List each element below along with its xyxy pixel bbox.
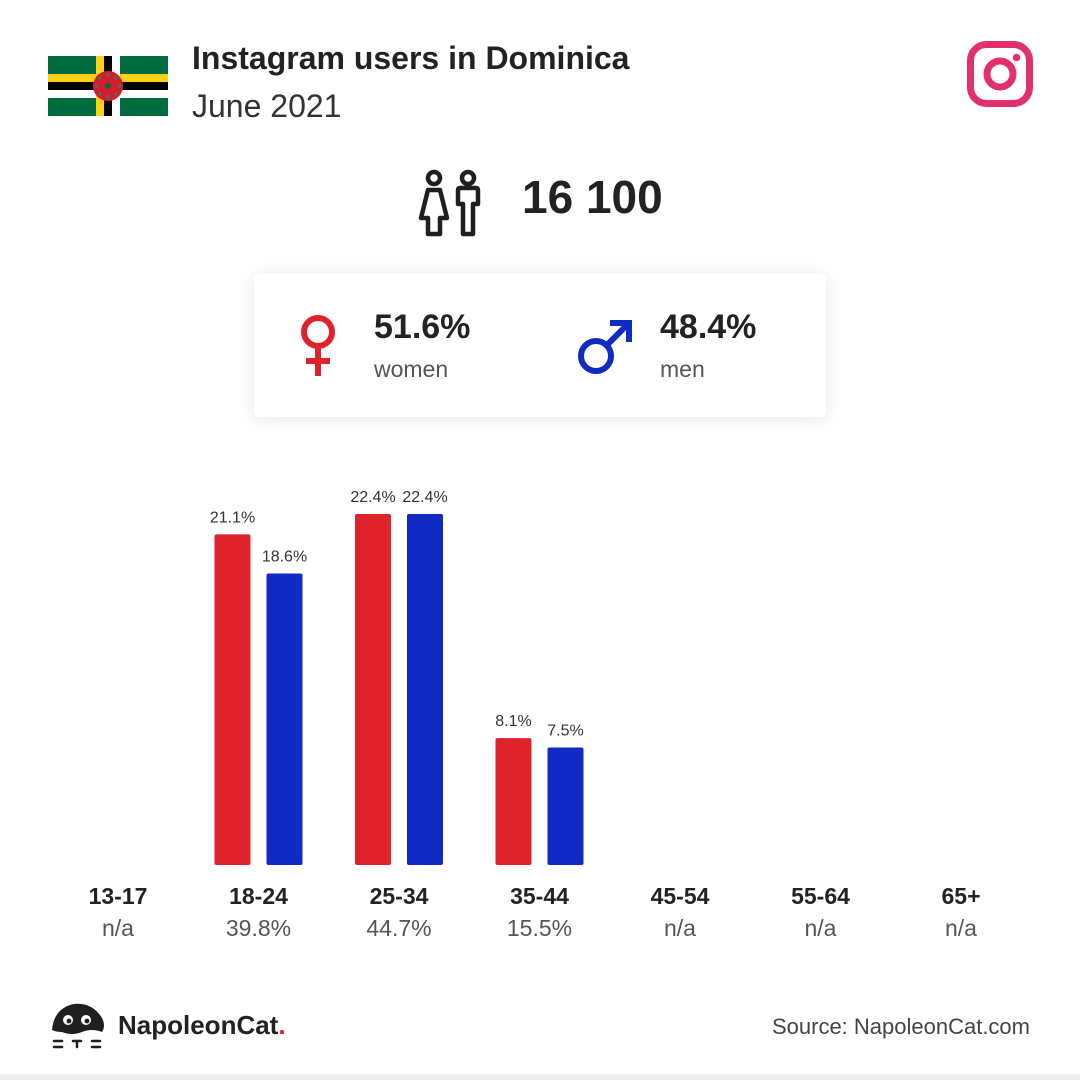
bar-value-label: 22.4% bbox=[350, 489, 395, 506]
men-label: men bbox=[660, 356, 705, 382]
brand-dot: . bbox=[278, 1010, 286, 1040]
dominica-flag-icon bbox=[48, 56, 168, 116]
age-group-label: 65+ bbox=[941, 883, 981, 909]
brand-name: NapoleonCat. bbox=[118, 1010, 286, 1040]
age-group-total: n/a bbox=[804, 915, 837, 941]
bar-value-label: 18.6% bbox=[262, 549, 307, 566]
age-group-label: 45-54 bbox=[650, 883, 710, 909]
women-label: women bbox=[374, 356, 449, 382]
age-group-total: n/a bbox=[664, 915, 696, 941]
bar-35-44-men bbox=[547, 747, 584, 865]
bar-18-24-women bbox=[214, 534, 251, 865]
age-group-total: n/a bbox=[102, 915, 134, 941]
age-group-label: 18-24 bbox=[229, 883, 288, 909]
bottom-strip bbox=[0, 1074, 1080, 1080]
instagram-icon bbox=[967, 41, 1033, 107]
napoleoncat-logo-icon bbox=[52, 1003, 104, 1049]
bar-value-label: 8.1% bbox=[495, 713, 531, 730]
age-group-label: 25-34 bbox=[369, 883, 429, 909]
gender-card: 51.6% women 48.4% men bbox=[254, 274, 826, 417]
bar-25-34-men bbox=[407, 514, 443, 865]
age-group-label: 35-44 bbox=[510, 883, 569, 909]
bar-35-44-women bbox=[495, 738, 532, 865]
age-gender-bar-chart: 21.1% 18.6% 22.4% 22.4% 8.1% 7.5% bbox=[210, 489, 584, 865]
bar-value-label: 7.5% bbox=[547, 722, 583, 739]
age-group-total: 39.8% bbox=[225, 915, 292, 941]
total-users: 16 100 bbox=[522, 171, 663, 223]
age-group-total: 44.7% bbox=[366, 915, 432, 941]
page-subtitle: June 2021 bbox=[192, 88, 342, 124]
age-group-label: 55-64 bbox=[791, 883, 850, 909]
page-title: Instagram users in Dominica bbox=[192, 40, 630, 76]
bar-18-24-men bbox=[266, 573, 303, 865]
bar-25-34-women bbox=[355, 514, 391, 865]
bar-value-label: 21.1% bbox=[210, 509, 255, 526]
age-group-total: n/a bbox=[945, 915, 977, 941]
men-percent: 48.4% bbox=[660, 308, 757, 346]
age-group-total: 15.5% bbox=[506, 915, 573, 941]
women-percent: 51.6% bbox=[374, 308, 471, 346]
age-group-label: 13-17 bbox=[88, 883, 148, 909]
female-symbol-icon bbox=[301, 315, 335, 376]
source-text: Source: NapoleonCat.com bbox=[771, 1014, 1030, 1039]
male-symbol-icon bbox=[578, 320, 632, 374]
bar-value-label: 22.4% bbox=[402, 489, 447, 506]
people-icon bbox=[418, 169, 481, 237]
